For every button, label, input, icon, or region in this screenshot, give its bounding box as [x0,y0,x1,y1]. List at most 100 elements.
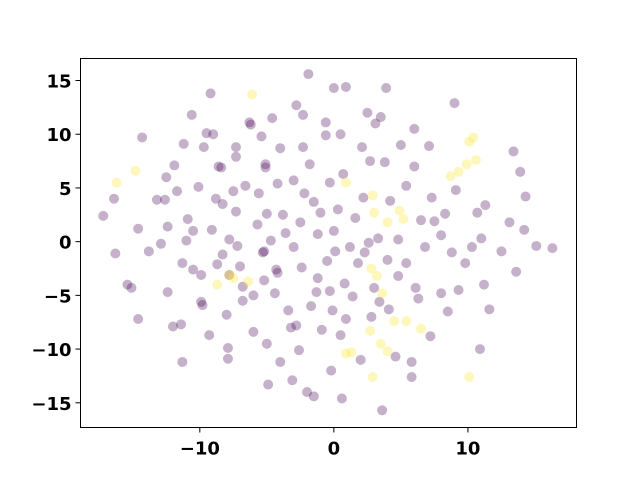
scatter-point [296,262,307,273]
scatter-point [259,275,270,286]
scatter-point [375,338,386,349]
scatter-point [261,208,272,219]
scatter-point [240,180,251,191]
scatter-point [327,305,338,316]
scatter-point [420,242,431,253]
scatter-point [162,287,173,298]
scatter-point [295,217,306,228]
y-tick-label: 15 [46,72,71,93]
scatter-point [217,249,228,260]
scatter-point [133,223,144,234]
scatter-point [271,264,282,275]
scatter-point [393,234,404,245]
scatter-point [110,248,121,259]
scatter-point [253,188,264,199]
scatter-point [188,225,199,236]
scatter-point [228,186,239,197]
scatter-point [256,131,267,142]
scatter-point [291,100,302,111]
scatter-point [511,266,522,277]
scatter-point [232,240,243,251]
scatter-point [468,132,479,143]
scatter-point [291,320,302,331]
scatter-point [401,316,412,327]
scatter-point [126,282,137,293]
scatter-point [377,288,388,299]
scatter-point [340,314,351,325]
x-tick-label: −10 [180,439,220,460]
scatter-point [519,224,530,235]
scatter-point [176,319,187,330]
scatter-point [247,89,258,100]
scatter-point [436,230,447,241]
scatter-point [178,138,189,149]
scatter-point [172,186,183,197]
scatter-point [369,207,380,218]
scatter-point [346,347,357,358]
scatter-point [205,88,216,99]
scatter-point [237,281,248,292]
scatter-point [480,200,491,211]
scatter-point [237,295,248,306]
scatter-point [283,305,294,316]
scatter-point [308,196,319,207]
scatter-point [371,271,382,282]
scatter-point [395,139,406,150]
scatter-point [308,391,319,402]
scatter-point [217,199,228,210]
scatter-point [453,284,464,295]
scatter-point [98,210,109,221]
scatter-point [206,224,217,235]
x-tick-label: 10 [455,439,480,460]
scatter-point [382,254,393,265]
scatter-point [298,142,309,153]
scatter-point [235,261,246,272]
y-tick-label: −15 [31,394,71,415]
scatter-point [324,286,335,297]
scatter-point [198,142,209,153]
scatter-point [362,107,373,118]
scatter-point [224,269,235,280]
scatter-point [464,372,475,383]
points [98,69,558,416]
y-tick-label: 5 [59,179,72,200]
scatter-point [508,146,519,157]
scatter-point [275,356,286,367]
scatter-point [476,233,487,244]
scatter-point [109,193,120,204]
scatter-point [312,229,323,240]
scatter-point [244,117,255,128]
scatter-point [299,188,310,199]
scatter-point [228,273,239,284]
scatter-point [390,351,401,362]
scatter-point [504,217,515,228]
scatter-point [265,235,276,246]
scatter-point [335,330,346,341]
scatter-point [415,215,426,226]
scatter-point [531,240,542,251]
scatter-point [436,288,447,299]
scatter-point [193,181,204,192]
scatter-point [159,194,170,205]
scatter-point [382,217,393,228]
scatter-point [245,119,256,130]
scatter-point [340,348,351,359]
scatter-point [201,128,212,139]
y-tick-label: 10 [46,125,71,146]
scatter-point [358,192,369,203]
scatter-point [260,162,271,173]
scatter-point [379,157,390,168]
scatter-point [367,372,378,383]
scatter-point [196,296,207,307]
scatter-point [188,264,199,275]
scatter-point [248,290,259,301]
scatter-point [186,109,197,120]
scatter-point [137,132,148,143]
scatter-point [257,247,268,258]
scatter-point [212,279,223,290]
scatter-point [288,242,299,253]
scatter-point [440,208,451,219]
scatter-point [363,237,374,248]
scatter-point [303,69,314,80]
